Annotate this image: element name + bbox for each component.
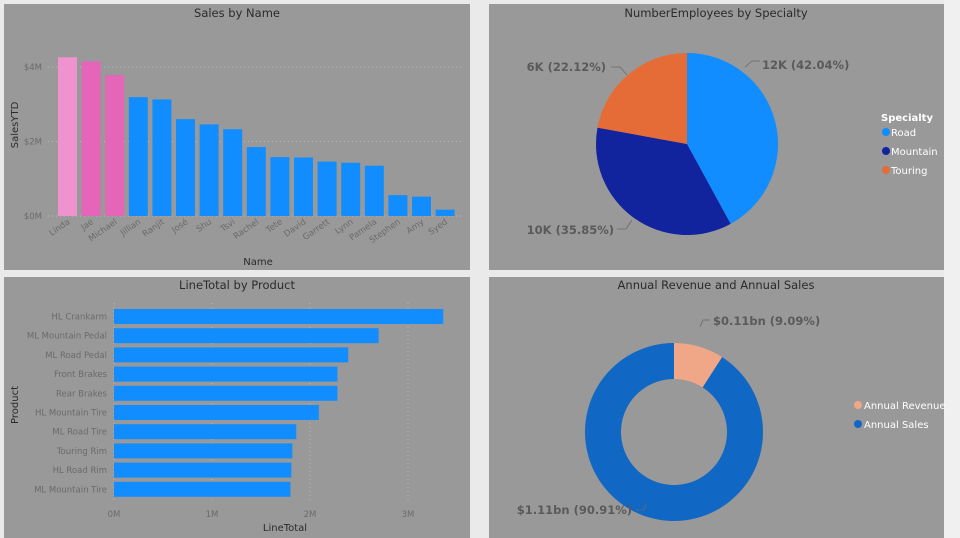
x-tick-label: 2M	[304, 510, 317, 520]
legend-dot-icon	[882, 128, 890, 136]
bar[interactable]	[114, 462, 292, 478]
bar[interactable]	[223, 129, 243, 216]
leader-line	[617, 219, 633, 230]
x-tick-label: Shu	[195, 217, 214, 234]
data-label: 10K (35.85%)	[527, 223, 614, 237]
bar[interactable]	[114, 385, 338, 401]
bar[interactable]	[199, 124, 219, 216]
bar[interactable]	[114, 309, 444, 324]
y-tick-label: HL Crankarm	[52, 313, 107, 323]
pie-slice[interactable]	[597, 53, 688, 144]
legend-dot-icon	[854, 401, 862, 409]
bar[interactable]	[364, 165, 384, 216]
x-tick-label: Syed	[427, 217, 450, 237]
data-label: $1.11bn (90.91%)	[517, 503, 632, 517]
y-tick-label: HL Road Rim	[53, 466, 107, 476]
chart-title: Annual Revenue and Annual Sales	[618, 278, 815, 292]
bar[interactable]	[435, 209, 455, 216]
y-tick-label: Front Brakes	[54, 370, 108, 380]
y-axis-title: Product	[10, 386, 21, 424]
legend-item[interactable]: Annual Sales	[864, 420, 929, 431]
donut-slice[interactable]	[674, 343, 723, 388]
legend-item[interactable]: Touring	[890, 166, 927, 177]
right-edge-strip	[944, 0, 960, 538]
x-tick-label: 0M	[108, 510, 121, 520]
x-axis-title: LineTotal	[263, 523, 307, 534]
bar[interactable]	[114, 424, 297, 440]
y-tick-label: ML Mountain Tire	[34, 485, 107, 495]
bar[interactable]	[152, 99, 172, 216]
x-tick-label: 3M	[402, 510, 415, 520]
x-tick-label: Amy	[405, 217, 426, 236]
pie-slice[interactable]	[687, 53, 778, 224]
bar[interactable]	[114, 443, 293, 459]
x-tick-label: Tete	[264, 217, 285, 236]
y-tick-label: ML Road Pedal	[45, 351, 107, 361]
bar[interactable]	[294, 157, 313, 216]
leader-line	[636, 502, 647, 511]
pie-slice[interactable]	[596, 127, 731, 235]
legend-item[interactable]: Annual Revenue	[864, 401, 946, 412]
data-label: 6K (22.12%)	[527, 60, 606, 74]
bar[interactable]	[270, 157, 290, 216]
legend-dot-icon	[882, 147, 890, 155]
bar[interactable]	[246, 147, 266, 216]
legend-title: Specialty	[881, 113, 933, 124]
legend-item[interactable]: Mountain	[891, 147, 938, 158]
bar[interactable]	[114, 366, 338, 382]
x-tick-label: Garrett	[301, 217, 332, 243]
y-tick-label: $2M	[24, 138, 42, 148]
bar[interactable]	[105, 75, 125, 216]
bar[interactable]	[114, 328, 379, 344]
y-tick-label: ML Road Tire	[52, 428, 107, 438]
x-tick-label: Ranjit	[141, 217, 167, 240]
x-tick-label: José	[169, 216, 190, 236]
bar[interactable]	[388, 195, 408, 216]
y-tick-label: Rear Brakes	[56, 389, 108, 399]
chart-title: LineTotal by Product	[179, 278, 295, 292]
bar[interactable]	[114, 405, 319, 420]
bar[interactable]	[341, 162, 361, 216]
x-tick-label: Jillian	[118, 217, 143, 239]
data-label: 12K (42.04%)	[762, 58, 849, 72]
leader-line	[744, 60, 760, 68]
leader-line	[611, 66, 628, 76]
y-tick-label: $4M	[24, 63, 42, 73]
x-axis-title: Name	[243, 257, 273, 268]
legend-dot-icon	[882, 166, 890, 174]
bar[interactable]	[317, 161, 337, 216]
bar[interactable]	[114, 481, 291, 497]
y-axis-title: SalesYTD	[10, 101, 21, 148]
y-tick-label: Touring Rim	[56, 447, 107, 457]
chart-title: NumberEmployees by Specialty	[624, 6, 808, 20]
x-tick-label: 1M	[206, 510, 219, 520]
bar[interactable]	[58, 57, 77, 216]
donut-slice[interactable]	[584, 343, 763, 521]
bar[interactable]	[128, 97, 148, 216]
y-tick-label: HL Mountain Tire	[35, 409, 107, 419]
legend-item[interactable]: Road	[891, 128, 916, 139]
y-tick-label: ML Mountain Pedal	[27, 332, 107, 342]
leader-line	[699, 319, 710, 328]
x-tick-label: Linda	[48, 217, 73, 238]
y-tick-label: $0M	[24, 212, 42, 222]
legend-dot-icon	[854, 420, 862, 428]
bar[interactable]	[114, 347, 349, 363]
x-tick-label: Rachel	[232, 217, 261, 242]
bar[interactable]	[412, 196, 431, 216]
bar[interactable]	[81, 61, 101, 216]
data-label: $0.11bn (9.09%)	[713, 314, 820, 328]
chart-title: Sales by Name	[194, 6, 280, 20]
bar[interactable]	[176, 119, 195, 216]
